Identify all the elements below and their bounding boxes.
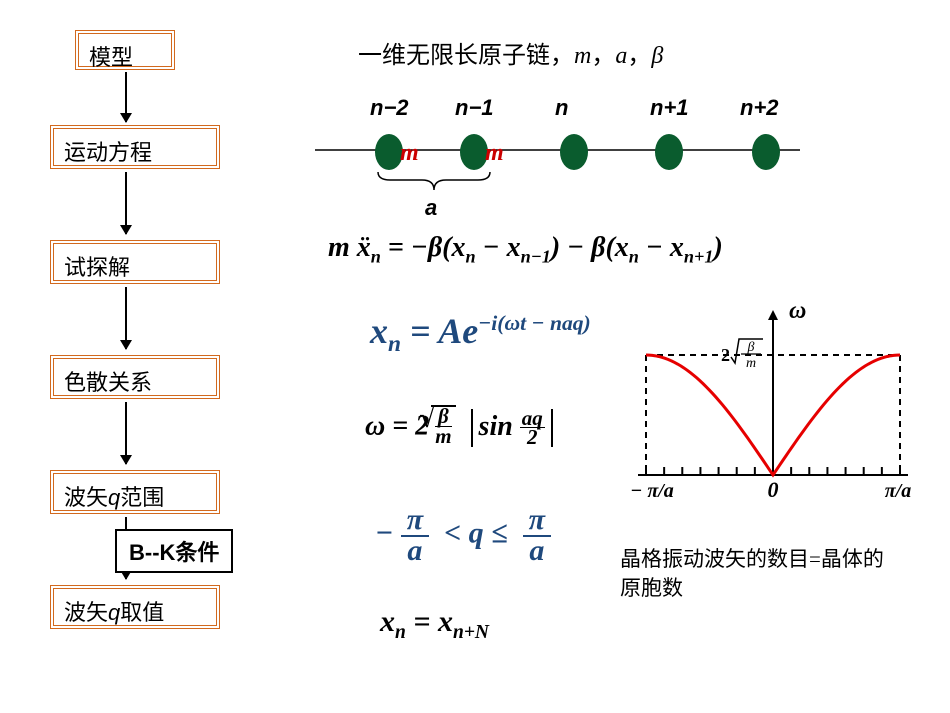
svg-text:m: m	[746, 356, 756, 371]
flow-arrow-0	[125, 72, 127, 122]
bk-condition-box: B--K条件	[115, 529, 233, 573]
flow-box-3: 色散关系	[50, 355, 220, 399]
flow-arrow-3	[125, 402, 127, 464]
mass-label: m	[400, 140, 419, 167]
svg-text:π/a: π/a	[885, 480, 911, 502]
chain-heading: 一维无限长原子链，m，a，β	[358, 35, 663, 70]
atom-index-label: n+2	[740, 95, 779, 121]
flow-box-5: 波矢q取值	[50, 585, 220, 629]
atom-index-label: n	[555, 95, 568, 121]
svg-text:β: β	[747, 340, 755, 355]
bk-label: B--K条件	[129, 540, 219, 565]
atom	[560, 134, 588, 170]
svg-text:ω: ω	[789, 298, 806, 324]
atom-index-label: n−1	[455, 95, 494, 121]
atom-index-label: n−2	[370, 95, 409, 121]
mass-label: m	[485, 140, 504, 167]
eq-range: − π a < q ≤ π a	[375, 506, 551, 565]
eq-motion: m ẍn = −β(xn − xn−1) − β(xn − xn+1)	[328, 232, 723, 268]
atom	[460, 134, 488, 170]
flow-arrow-2	[125, 287, 127, 349]
flow-box-4: 波矢q范围	[50, 470, 220, 514]
atom	[655, 134, 683, 170]
flow-box-0: 模型	[75, 30, 175, 70]
eq-trial: xn = Ae−i(ωt − naq)	[370, 310, 591, 358]
svg-text:2: 2	[721, 345, 730, 365]
chart-note: 晶格振动波矢的数目=晶体的原胞数	[620, 545, 890, 604]
atom-index-label: n+1	[650, 95, 689, 121]
spacing-label: a	[425, 195, 437, 221]
eq-bvk: xn = xn+N	[380, 605, 489, 644]
flow-arrow-1	[125, 172, 127, 234]
dispersion-chart: ω0− π/aπ/a2βm	[628, 310, 918, 505]
flow-box-2: 试探解	[50, 240, 220, 284]
svg-text:− π/a: − π/a	[630, 480, 674, 502]
atom	[752, 134, 780, 170]
atom	[375, 134, 403, 170]
eq-dispersion: ω = 2 β m √ sin aq 2	[365, 405, 553, 451]
flow-box-1: 运动方程	[50, 125, 220, 169]
svg-text:0: 0	[768, 477, 779, 502]
